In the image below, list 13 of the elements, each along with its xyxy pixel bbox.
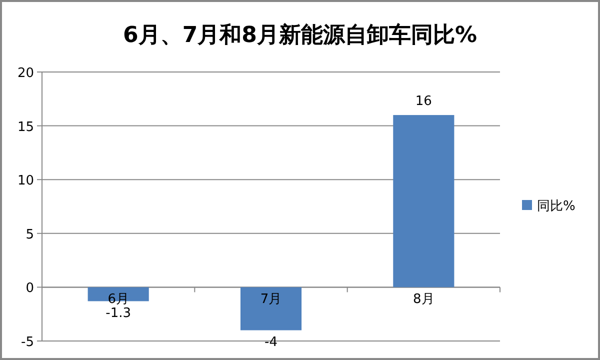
y-tick-label: 20: [17, 66, 34, 81]
y-tick-label: -5: [21, 335, 34, 350]
x-tick-label: 8月: [413, 292, 434, 308]
data-label: -1.3: [106, 306, 132, 322]
y-tick-label: 0: [26, 281, 34, 296]
y-tick-label: 15: [17, 120, 34, 135]
data-label: 16: [415, 94, 432, 110]
y-tick-label: 10: [17, 174, 34, 189]
data-label: -4: [264, 335, 278, 350]
x-tick-label: 7月: [260, 292, 282, 308]
chart-title: 6月、7月和8月新能源自卸车同比%: [123, 22, 477, 48]
y-tick-label: 5: [26, 227, 34, 242]
legend-label: 同比%: [537, 199, 576, 214]
